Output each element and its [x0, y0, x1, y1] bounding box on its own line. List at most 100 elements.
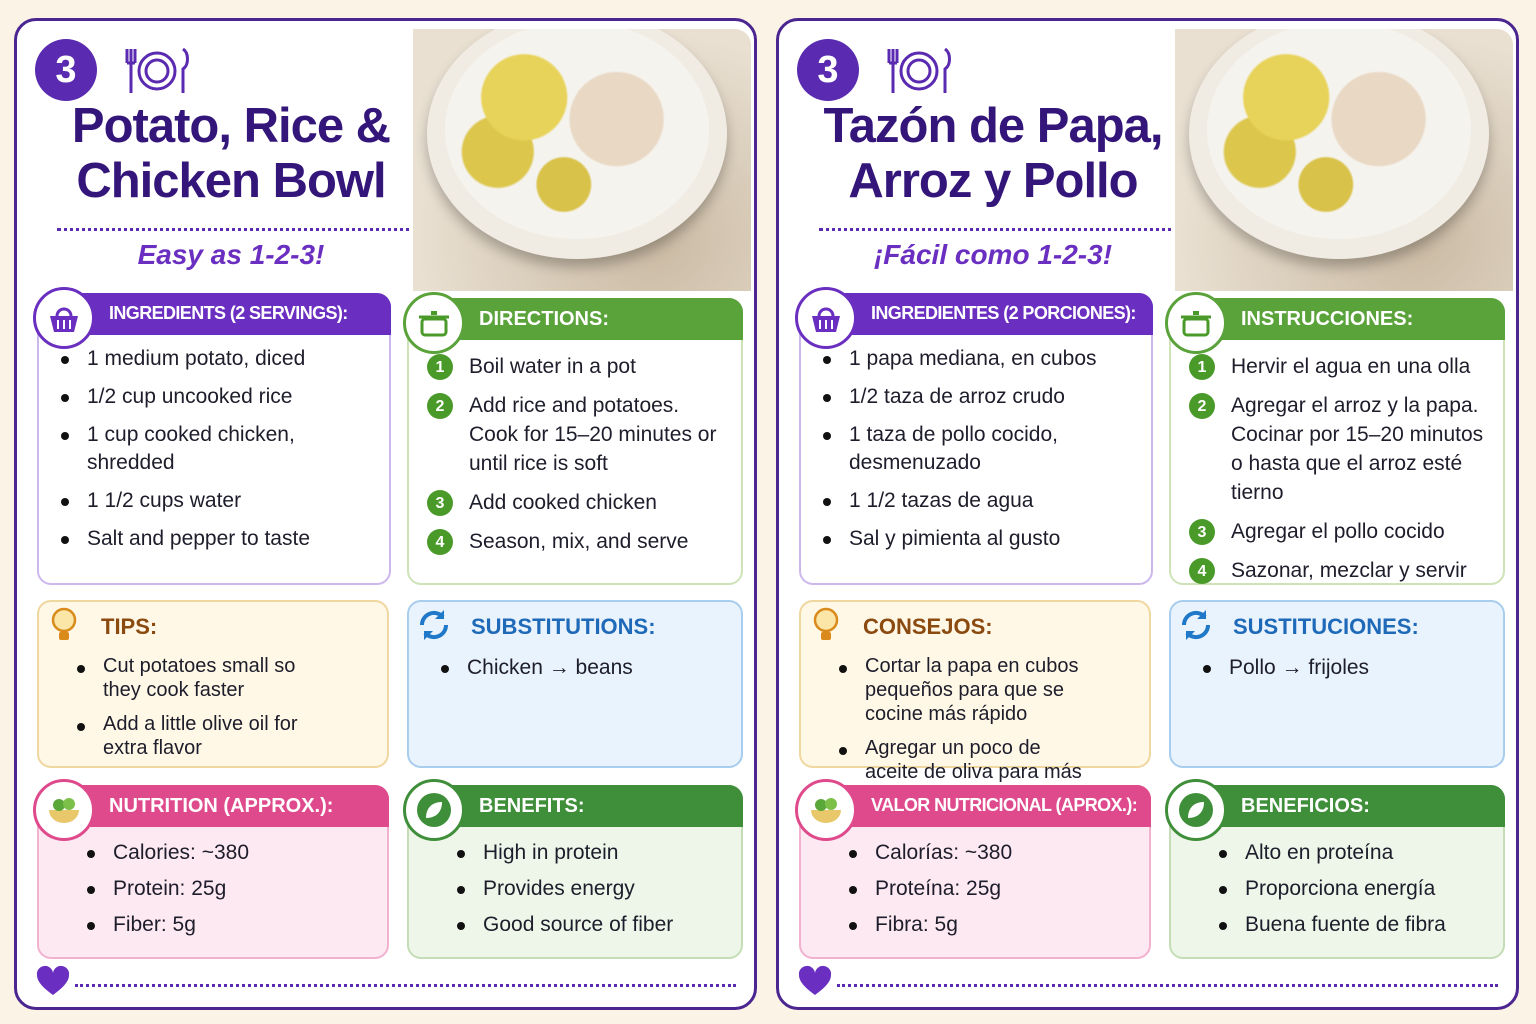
list-item: 1 1/2 cups water [61, 487, 369, 515]
section-icon [403, 292, 465, 354]
step-badge: 3 [35, 39, 97, 101]
step-badge: 3 [797, 39, 859, 101]
list-item: 1 1/2 tazas de agua [823, 487, 1131, 515]
section-heading: TIPS: [101, 614, 158, 639]
ingredients-section: INGREDIENTES (2 PORCIONES): 1 papa median… [795, 287, 1153, 585]
step-number: 3 [1189, 519, 1215, 545]
list-item: 1 cup cooked chicken, shredded [61, 421, 369, 477]
step-text: Boil water in a pot [469, 355, 636, 378]
section-icon [33, 779, 95, 841]
list-item: Proporciona energía [1219, 875, 1483, 903]
list-item: Proteína: 25g [849, 875, 1129, 903]
step-number: 1 [1189, 354, 1215, 380]
recipe-card: 3 Potato, Rice & Chicken Bowl Easy as 1-2-3… [14, 18, 757, 1010]
directions-section: DIRECTIONS: 1 Boil water in a pot 2 Add rice… [403, 292, 743, 585]
title-line: Arroz y Pollo [848, 154, 1138, 208]
utensil-icon [121, 45, 193, 100]
step-text: Agregar el pollo cocido [1231, 520, 1445, 543]
section-heading: NUTRITION (APPROX.): [69, 785, 389, 827]
item-list: Cut potatoes small so they cook faster Ad… [39, 654, 387, 760]
section-heading: INGREDIENTES (2 PORCIONES): [831, 293, 1153, 335]
steps-list: 1 Hervir el agua en una olla 2 Agregar el a… [1171, 352, 1503, 585]
step-text: Add cooked chicken [469, 491, 657, 514]
step-text: Hervir el agua en una olla [1231, 355, 1471, 378]
heart-icon [797, 965, 833, 1002]
recipe-card: 3 Tazón de Papa, Arroz y Pollo ¡Fácil como … [776, 18, 1519, 1010]
section-icon [1165, 779, 1227, 841]
list-item: Sal y pimienta al gusto [823, 525, 1131, 553]
list-item: Chicken → beans [441, 654, 721, 682]
step: 2 Add rice and potatoes. Cook for 15–20 m… [427, 391, 725, 478]
step: 2 Agregar el arroz y la papa. Cocinar por… [1189, 391, 1487, 507]
section-heading: VALOR NUTRICIONAL (APROX.): [831, 785, 1151, 827]
step: 3 Agregar el pollo cocido [1189, 517, 1487, 546]
step-number: 4 [1189, 558, 1215, 584]
step: 4 Sazonar, mezclar y servir [1189, 556, 1487, 585]
list-item: Add a little olive oil for extra flavor [77, 712, 327, 760]
item-list: Calorías: ~380 Proteína: 25g Fibra: 5g [801, 839, 1149, 939]
substitutions-section: SUBSTITUTIONS: Chicken → beans [407, 600, 743, 768]
section-heading: SUSTITUCIONES: [1233, 614, 1419, 639]
step: 4 Season, mix, and serve [427, 527, 725, 556]
section-icon [403, 779, 465, 841]
step-text: Sazonar, mezclar y servir [1231, 559, 1467, 582]
step: 1 Hervir el agua en una olla [1189, 352, 1487, 381]
subtitle: ¡Fácil como 1-2-3! [873, 239, 1113, 270]
food [445, 29, 709, 239]
list-item: Pollo → frijoles [1203, 654, 1483, 682]
item-list: High in protein Provides energy Good sourc… [409, 839, 741, 939]
item-list: Pollo → frijoles [1171, 654, 1503, 682]
section-heading: DIRECTIONS: [439, 298, 743, 340]
step-text: Add rice and potatoes. Cook for 15–20 mi… [469, 394, 717, 475]
item-list: Calories: ~380 Protein: 25g Fiber: 5g [39, 839, 387, 939]
section-heading: SUBSTITUTIONS: [471, 614, 656, 639]
list-item: High in protein [457, 839, 721, 867]
list-item: 1/2 cup uncooked rice [61, 383, 369, 411]
list-item: Calorías: ~380 [849, 839, 1129, 867]
recipe-photo [1175, 29, 1513, 291]
list-item: Calories: ~380 [87, 839, 367, 867]
nutrition-section: VALOR NUTRICIONAL (APROX.): Calorías: ~38… [795, 779, 1151, 959]
title-line: Chicken Bowl [76, 154, 386, 208]
list-item: 1 taza de pollo cocido, desmenuzado [823, 421, 1131, 477]
section-heading: INGREDIENTS (2 SERVINGS): [69, 293, 391, 335]
nutrition-section: NUTRITION (APPROX.): Calories: ~380 Protei… [33, 779, 389, 959]
item-list: Cortar la papa en cubos pequeños para qu… [801, 654, 1149, 808]
directions-section: INSTRUCCIONES: 1 Hervir el agua en una oll… [1165, 292, 1505, 585]
list-item: Agregar un poco de aceite de oliva para … [839, 736, 1089, 808]
list-item: Buena fuente de fibra [1219, 911, 1483, 939]
divider [57, 228, 417, 231]
section-heading: CONSEJOS: [863, 614, 993, 639]
section-icon [795, 779, 857, 841]
utensil-icon [883, 45, 955, 100]
list-item: Provides energy [457, 875, 721, 903]
list-item: 1 papa mediana, en cubos [823, 345, 1131, 373]
section-icon [795, 287, 857, 349]
title-line: Potato, Rice & [71, 99, 391, 153]
footer-divider [837, 984, 1498, 987]
section-heading: BENEFICIOS: [1201, 785, 1505, 827]
list-item: Alto en proteína [1219, 839, 1483, 867]
item-list: 1 medium potato, diced 1/2 cup uncooked r… [39, 345, 389, 553]
list-item: Good source of fiber [457, 911, 721, 939]
item-list: 1 papa mediana, en cubos 1/2 taza de arro… [801, 345, 1151, 553]
section-icon [33, 287, 95, 349]
list-item: Fibra: 5g [849, 911, 1129, 939]
section-heading: INSTRUCCIONES: [1201, 298, 1505, 340]
step: 3 Add cooked chicken [427, 488, 725, 517]
substitutions-section: SUSTITUCIONES: Pollo → frijoles [1169, 600, 1505, 768]
recipe-photo [413, 29, 751, 291]
step-number: 4 [427, 529, 453, 555]
recipe-title: Potato, Rice & Chicken Bowl [41, 99, 421, 209]
tips-section: CONSEJOS: Cortar la papa en cubos pequeño… [799, 600, 1151, 807]
section-icon [33, 594, 95, 656]
step-text: Season, mix, and serve [469, 530, 689, 553]
list-item: Cut potatoes small so they cook faster [77, 654, 327, 702]
section-icon [403, 594, 465, 656]
ingredients-section: INGREDIENTS (2 SERVINGS): 1 medium potato… [33, 287, 391, 585]
step-number: 2 [1189, 393, 1215, 419]
step-number: 3 [427, 490, 453, 516]
list-item: Protein: 25g [87, 875, 367, 903]
section-heading: BENEFITS: [439, 785, 743, 827]
